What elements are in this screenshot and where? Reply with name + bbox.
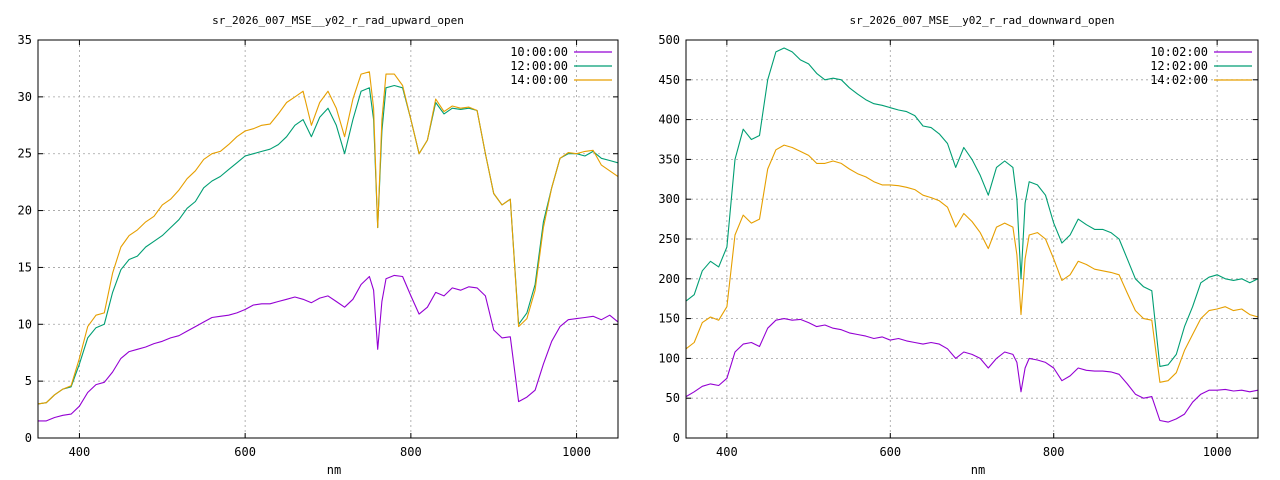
chart1-ytick-label-4: 200 bbox=[658, 272, 680, 286]
chart0-ytick-label-3: 15 bbox=[18, 260, 32, 274]
chart1-legend-label-2: 14:02:00 bbox=[1150, 73, 1208, 87]
chart1-xtick-label-1: 600 bbox=[879, 445, 901, 459]
chart0-xtick-label-3: 1000 bbox=[562, 445, 591, 459]
chart0-ytick-label-2: 10 bbox=[18, 317, 32, 331]
chart0-ytick-label-1: 5 bbox=[25, 374, 32, 388]
chart1-ytick-label-2: 100 bbox=[658, 351, 680, 365]
chart1-ytick-label-6: 300 bbox=[658, 192, 680, 206]
chart0-ytick-label-6: 30 bbox=[18, 90, 32, 104]
chart1-title: sr_2026_007_MSE__y02_r_rad_downward_open bbox=[850, 14, 1115, 27]
chart1-ytick-label-5: 250 bbox=[658, 232, 680, 246]
chart0-ytick-label-4: 20 bbox=[18, 204, 32, 218]
chart0-series-line-2 bbox=[38, 71, 618, 405]
chart0-xtick-label-1: 600 bbox=[234, 445, 256, 459]
chart1-ytick-label-3: 150 bbox=[658, 312, 680, 326]
chart1-ytick-label-10: 500 bbox=[658, 33, 680, 47]
chart1-series-line-0 bbox=[686, 318, 1258, 423]
chart1-ytick-label-9: 450 bbox=[658, 73, 680, 87]
chart1-x-axis-label: nm bbox=[971, 463, 985, 477]
chart0-legend-label-2: 14:00:00 bbox=[510, 73, 568, 87]
chart0-legend-label-0: 10:00:00 bbox=[510, 45, 568, 59]
chart1-series-line-1 bbox=[686, 47, 1258, 367]
chart0-x-axis-label: nm bbox=[327, 463, 341, 477]
chart0-xtick-label-0: 400 bbox=[69, 445, 91, 459]
chart1-legend-label-1: 12:02:00 bbox=[1150, 59, 1208, 73]
chart1-ytick-label-1: 50 bbox=[666, 391, 680, 405]
chart1-ytick-label-0: 0 bbox=[673, 431, 680, 445]
chart1-xtick-label-2: 800 bbox=[1043, 445, 1065, 459]
chart0-ytick-label-5: 25 bbox=[18, 147, 32, 161]
chart0-series-line-1 bbox=[38, 84, 618, 405]
chart0-legend-label-1: 12:00:00 bbox=[510, 59, 568, 73]
chart0-ytick-label-0: 0 bbox=[25, 431, 32, 445]
chart0-ytick-label-7: 35 bbox=[18, 33, 32, 47]
chart1-xtick-label-0: 400 bbox=[716, 445, 738, 459]
chart0-plot-frame bbox=[37, 39, 619, 439]
chart0-series-line-0 bbox=[38, 274, 618, 422]
chart1-plot-frame bbox=[685, 39, 1259, 439]
chart0-title: sr_2026_007_MSE__y02_r_rad_upward_open bbox=[212, 14, 464, 27]
chart1-legend-label-0: 10:02:00 bbox=[1150, 45, 1208, 59]
chart1-ytick-label-7: 350 bbox=[658, 152, 680, 166]
chart1-xtick-label-3: 1000 bbox=[1203, 445, 1232, 459]
chart0-xtick-label-2: 800 bbox=[400, 445, 422, 459]
chart1-series-line-2 bbox=[686, 144, 1258, 383]
chart1-ytick-label-8: 400 bbox=[658, 113, 680, 127]
